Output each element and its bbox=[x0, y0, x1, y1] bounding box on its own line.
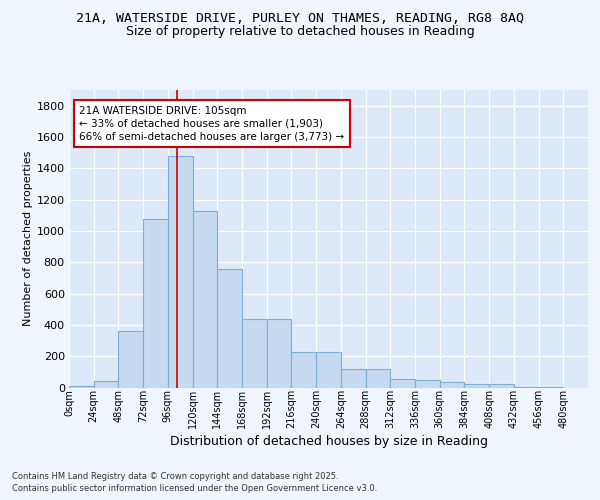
Bar bbox=[440, 382, 464, 388]
Bar bbox=[292, 352, 316, 388]
Bar bbox=[94, 381, 118, 388]
X-axis label: Distribution of detached houses by size in Reading: Distribution of detached houses by size … bbox=[170, 435, 487, 448]
Text: 21A, WATERSIDE DRIVE, PURLEY ON THAMES, READING, RG8 8AQ: 21A, WATERSIDE DRIVE, PURLEY ON THAMES, … bbox=[76, 12, 524, 26]
Text: Contains HM Land Registry data © Crown copyright and database right 2025.: Contains HM Land Registry data © Crown c… bbox=[12, 472, 338, 481]
Bar bbox=[267, 320, 292, 388]
Bar bbox=[341, 370, 365, 388]
Bar bbox=[193, 210, 217, 388]
Bar bbox=[242, 320, 267, 388]
Bar bbox=[217, 268, 242, 388]
Bar bbox=[365, 370, 390, 388]
Bar bbox=[489, 384, 514, 388]
Text: Contains public sector information licensed under the Open Government Licence v3: Contains public sector information licen… bbox=[12, 484, 377, 493]
Bar bbox=[514, 386, 539, 388]
Bar bbox=[168, 156, 193, 388]
Text: Size of property relative to detached houses in Reading: Size of property relative to detached ho… bbox=[125, 25, 475, 38]
Text: 21A WATERSIDE DRIVE: 105sqm
← 33% of detached houses are smaller (1,903)
66% of : 21A WATERSIDE DRIVE: 105sqm ← 33% of det… bbox=[79, 106, 344, 142]
Bar bbox=[118, 331, 143, 388]
Bar bbox=[390, 379, 415, 388]
Y-axis label: Number of detached properties: Number of detached properties bbox=[23, 151, 32, 326]
Bar bbox=[464, 384, 489, 388]
Bar bbox=[415, 380, 440, 388]
Bar bbox=[143, 219, 168, 388]
Bar bbox=[69, 386, 94, 388]
Bar bbox=[316, 352, 341, 388]
